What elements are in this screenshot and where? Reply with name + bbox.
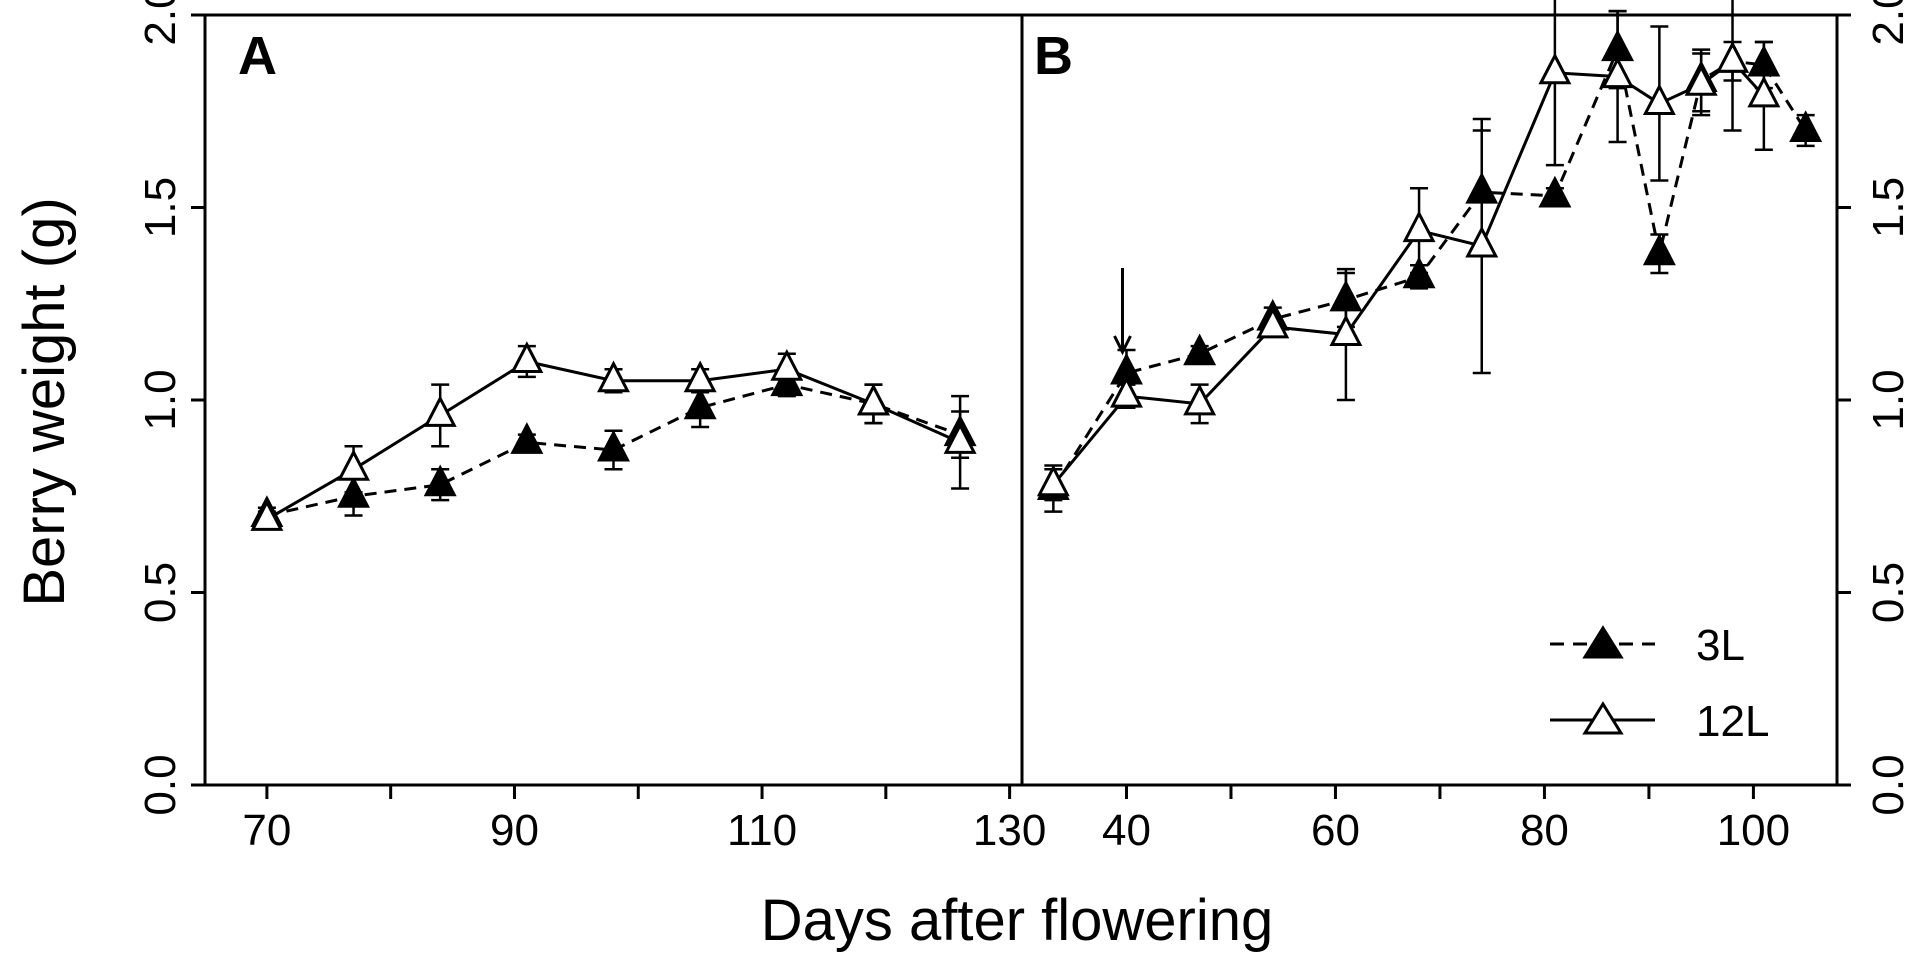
panel-b-12l-marker [1183,383,1217,416]
panel-a-x-tick-label: 110 [727,806,797,855]
legend-3l-label: 3L [1696,621,1745,670]
panel-a-12l-marker [683,360,717,393]
panel-b-x-tick-label: 100 [1717,806,1790,855]
panel-a-3l-line [266,383,961,517]
panel-b-3l-marker [1183,333,1217,366]
panel-b-12l-marker [1465,225,1499,258]
panel-b-12l-marker [1642,83,1676,116]
panel-a-12l-marker [770,348,804,381]
panel-a-12l-marker [250,499,284,531]
panel-a: A 70 90 110 130 0.0 0.5 1.0 1.5 2.0 [136,0,1046,855]
panel-a-12l-marker [597,360,630,393]
panel-a-12l-marker [423,395,457,427]
panel-b-3l-marker [1538,175,1572,208]
panel-a-frame [203,13,1024,787]
panel-a-y-tick-label: 2.0 [136,0,185,46]
legend-3l-marker [1582,625,1624,659]
panel-b-y-tick-label: 1.5 [1864,177,1913,238]
panel-a-3l-marker [423,464,457,497]
panel-a-x-tick-label: 130 [973,806,1046,855]
panel-b-arrow-head [1113,335,1132,356]
y-axis-title: Berry weight (g) [12,197,77,606]
panel-a-y-tick-label: 0.5 [136,562,185,623]
panel-b-12l-marker [1716,40,1749,73]
panel-b-y-tick-label: 1.0 [1864,369,1913,430]
panel-b-12l-marker [1329,314,1363,347]
panel-b-12l-marker [1538,52,1572,85]
panel-a-12l-marker [856,383,890,416]
x-axis-title: Days after flowering [761,888,1274,953]
panel-b-12l-marker [1684,64,1718,96]
legend-12l-marker [1582,701,1624,735]
panel-b-12l-marker [1402,210,1436,243]
panel-b-label: B [1034,26,1073,86]
panel-a-3l-marker [510,422,544,454]
panel-b-x-tick-label: 80 [1520,806,1569,855]
panel-b: B 40 60 80 100 0.0 0.5 1.0 1.5 2.0 [1020,0,1913,855]
panel-b-12l-marker [1036,464,1070,497]
panel-b-y-tick-label: 0.0 [1864,754,1913,815]
panel-b-12l-marker [1110,375,1143,408]
panel-a-y-tick-label: 1.5 [136,177,185,238]
panel-b-y-tick-label: 2.0 [1864,0,1913,46]
panel-b-12l-marker [1256,306,1290,339]
panel-b-3l-marker [1789,110,1823,142]
panel-a-x-tick-label: 90 [490,806,539,855]
panel-b-12l-marker [1601,56,1635,89]
panel-a-x-tick-label: 70 [242,806,291,855]
panel-b-y-tick-label: 0.5 [1864,562,1913,623]
panel-b-12l-marker [1747,75,1781,108]
panel-a-12l-marker [337,449,371,481]
panel-a-y-tick-label: 1.0 [136,369,185,430]
panel-a-3l-marker [597,429,630,462]
panel-b-x-tick-label: 40 [1102,806,1151,855]
panel-a-12l-marker [510,341,544,373]
panel-a-y-tick-label: 0.0 [136,754,185,815]
panel-b-3l-marker [1642,233,1676,266]
legend-12l-label: 12L [1696,697,1769,746]
panel-a-12l-marker [943,422,977,454]
panel-a-3l-marker [683,387,717,420]
legend: 3L 12L [1550,621,1769,746]
panel-a-label: A [238,26,277,86]
panel-b-x-tick-label: 60 [1311,806,1360,855]
